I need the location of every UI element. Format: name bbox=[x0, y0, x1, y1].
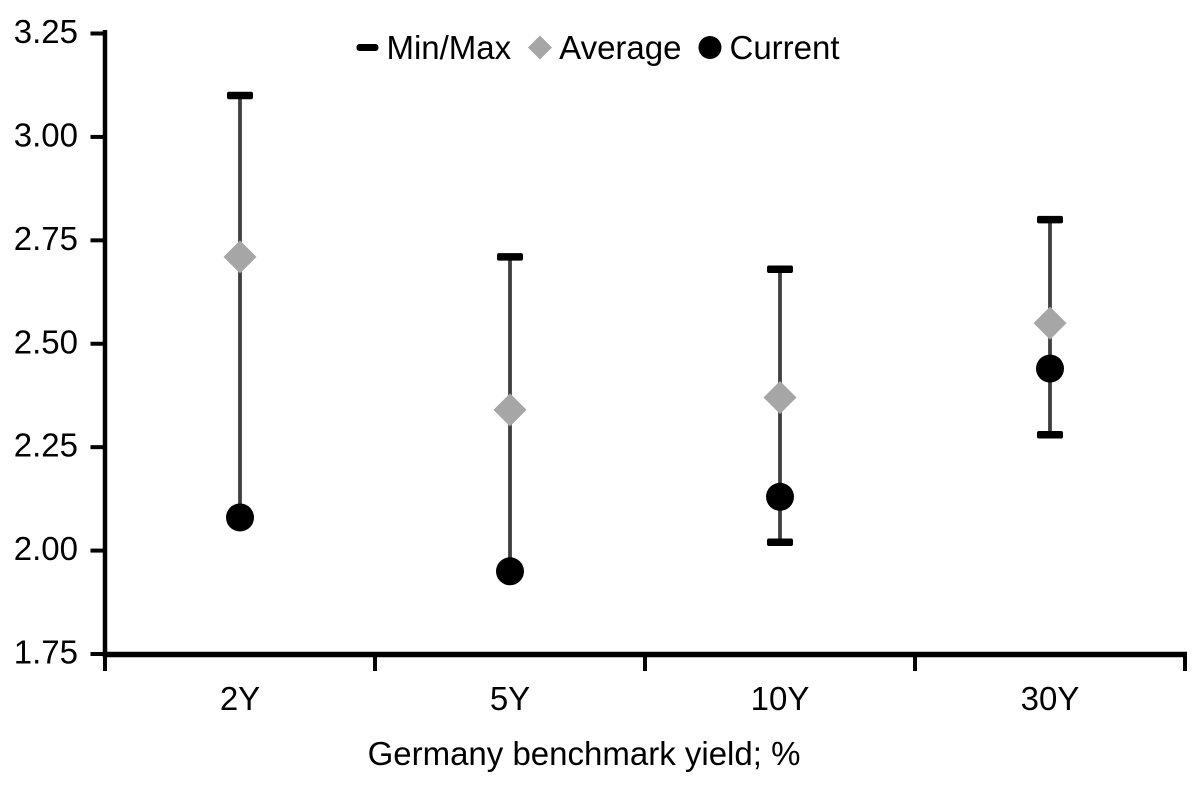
y-tick-label: 2.50 bbox=[14, 323, 78, 360]
average-marker-5Y bbox=[493, 393, 527, 427]
x-category-label: 5Y bbox=[490, 680, 530, 717]
minmax-dash-icon bbox=[356, 44, 379, 51]
y-tick-label: 2.00 bbox=[14, 530, 78, 567]
x-category-label: 2Y bbox=[220, 680, 260, 717]
legend-item-average: Average bbox=[527, 29, 682, 66]
min-cap-10Y bbox=[767, 538, 793, 547]
legend-label-current: Current bbox=[729, 29, 840, 66]
current-circle-icon bbox=[698, 36, 722, 59]
y-tick-label: 1.75 bbox=[14, 634, 78, 671]
max-cap-30Y bbox=[1037, 215, 1063, 224]
legend: Min/Max Average Current bbox=[356, 29, 840, 66]
legend-item-current: Current bbox=[698, 29, 840, 66]
average-marker-30Y bbox=[1033, 306, 1067, 340]
current-marker-10Y bbox=[766, 482, 794, 511]
x-axis-title: Germany benchmark yield; % bbox=[367, 735, 801, 772]
current-marker-30Y bbox=[1036, 354, 1064, 383]
y-tick-label: 2.75 bbox=[14, 220, 78, 257]
legend-label-minmax: Min/Max bbox=[386, 29, 512, 66]
x-category-label: 10Y bbox=[751, 680, 810, 717]
y-tick-label: 3.25 bbox=[14, 13, 78, 50]
average-diamond-icon bbox=[527, 35, 552, 60]
y-tick-label: 3.00 bbox=[14, 116, 78, 153]
current-marker-2Y bbox=[226, 503, 254, 532]
average-marker-10Y bbox=[763, 381, 797, 415]
current-marker-5Y bbox=[496, 557, 524, 586]
x-category-label: 30Y bbox=[1021, 680, 1080, 717]
max-cap-10Y bbox=[767, 265, 793, 274]
max-cap-2Y bbox=[227, 91, 253, 100]
legend-label-average: Average bbox=[559, 29, 682, 66]
y-tick-label: 2.25 bbox=[14, 427, 78, 464]
max-cap-5Y bbox=[497, 253, 523, 261]
min-cap-30Y bbox=[1037, 431, 1063, 439]
average-marker-2Y bbox=[223, 240, 257, 274]
legend-item-minmax: Min/Max bbox=[356, 31, 511, 64]
